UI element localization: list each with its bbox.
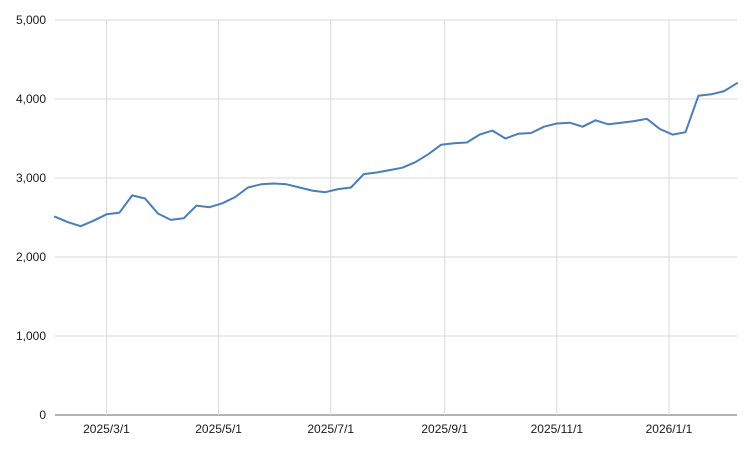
series-line <box>54 82 738 228</box>
y-axis-tick-label: 5,000 <box>16 13 46 27</box>
y-axis-tick-label: 1,000 <box>16 329 46 343</box>
y-axis-tick-label: 4,000 <box>16 92 46 106</box>
x-axis-tick-label: 2025/3/1 <box>83 422 130 436</box>
x-axis-tick-label: 2025/9/1 <box>421 422 468 436</box>
x-axis-tick-label: 2026/1/1 <box>646 422 693 436</box>
y-axis-tick-label: 0 <box>39 408 46 422</box>
x-axis-tick-label: 2025/11/1 <box>531 422 584 436</box>
x-axis-tick-label: 2025/5/1 <box>195 422 242 436</box>
x-axis-tick-label: 2025/7/1 <box>307 422 354 436</box>
y-axis-tick-label: 3,000 <box>16 171 46 185</box>
y-axis-tick-label: 2,000 <box>16 250 46 264</box>
